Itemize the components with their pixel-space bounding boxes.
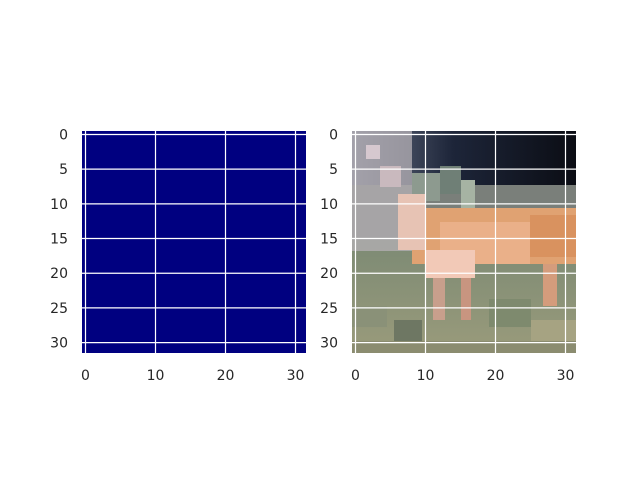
left-y-tick-label: 25 (50, 301, 68, 317)
heatmap-left-x-ticks: 0 10 20 30 (81, 368, 304, 384)
heatmap-right-grid (352, 131, 576, 353)
left-y-tick-label: 10 (50, 197, 68, 213)
left-y-tick-label: 15 (50, 232, 68, 248)
left-x-tick-label: 20 (217, 368, 235, 384)
right-y-tick-label: 5 (329, 162, 338, 178)
left-y-tick-label: 0 (59, 127, 68, 143)
heatmap-right-image (352, 131, 576, 353)
heatmap-left: 0 10 20 30 0 5 10 15 20 25 30 (50, 127, 306, 384)
right-x-tick-label: 20 (487, 368, 505, 384)
heatmap-right-x-ticks: 0 10 20 30 (351, 368, 574, 384)
heatmap-right-y-ticks: 0 5 10 15 20 25 30 (320, 127, 338, 351)
heatmap-left-y-ticks: 0 5 10 15 20 25 30 (50, 127, 68, 351)
right-y-tick-label: 10 (320, 197, 338, 213)
right-y-tick-label: 15 (320, 232, 338, 248)
right-y-tick-label: 25 (320, 301, 338, 317)
left-y-tick-label: 5 (59, 162, 68, 178)
left-x-tick-label: 10 (147, 368, 165, 384)
left-x-tick-label: 0 (81, 368, 90, 384)
left-y-tick-label: 20 (50, 266, 68, 282)
right-y-tick-label: 0 (329, 127, 338, 143)
right-y-tick-label: 30 (320, 336, 338, 352)
heatmap-left-image (82, 131, 306, 353)
heatmap-left-grid (82, 131, 306, 353)
right-x-tick-label: 10 (417, 368, 435, 384)
right-x-tick-label: 0 (351, 368, 360, 384)
left-x-tick-label: 30 (287, 368, 305, 384)
left-y-tick-label: 30 (50, 336, 68, 352)
right-x-tick-label: 30 (557, 368, 575, 384)
heatmap-right: 0 10 20 30 0 5 10 15 20 25 30 (320, 127, 576, 384)
right-y-tick-label: 20 (320, 266, 338, 282)
